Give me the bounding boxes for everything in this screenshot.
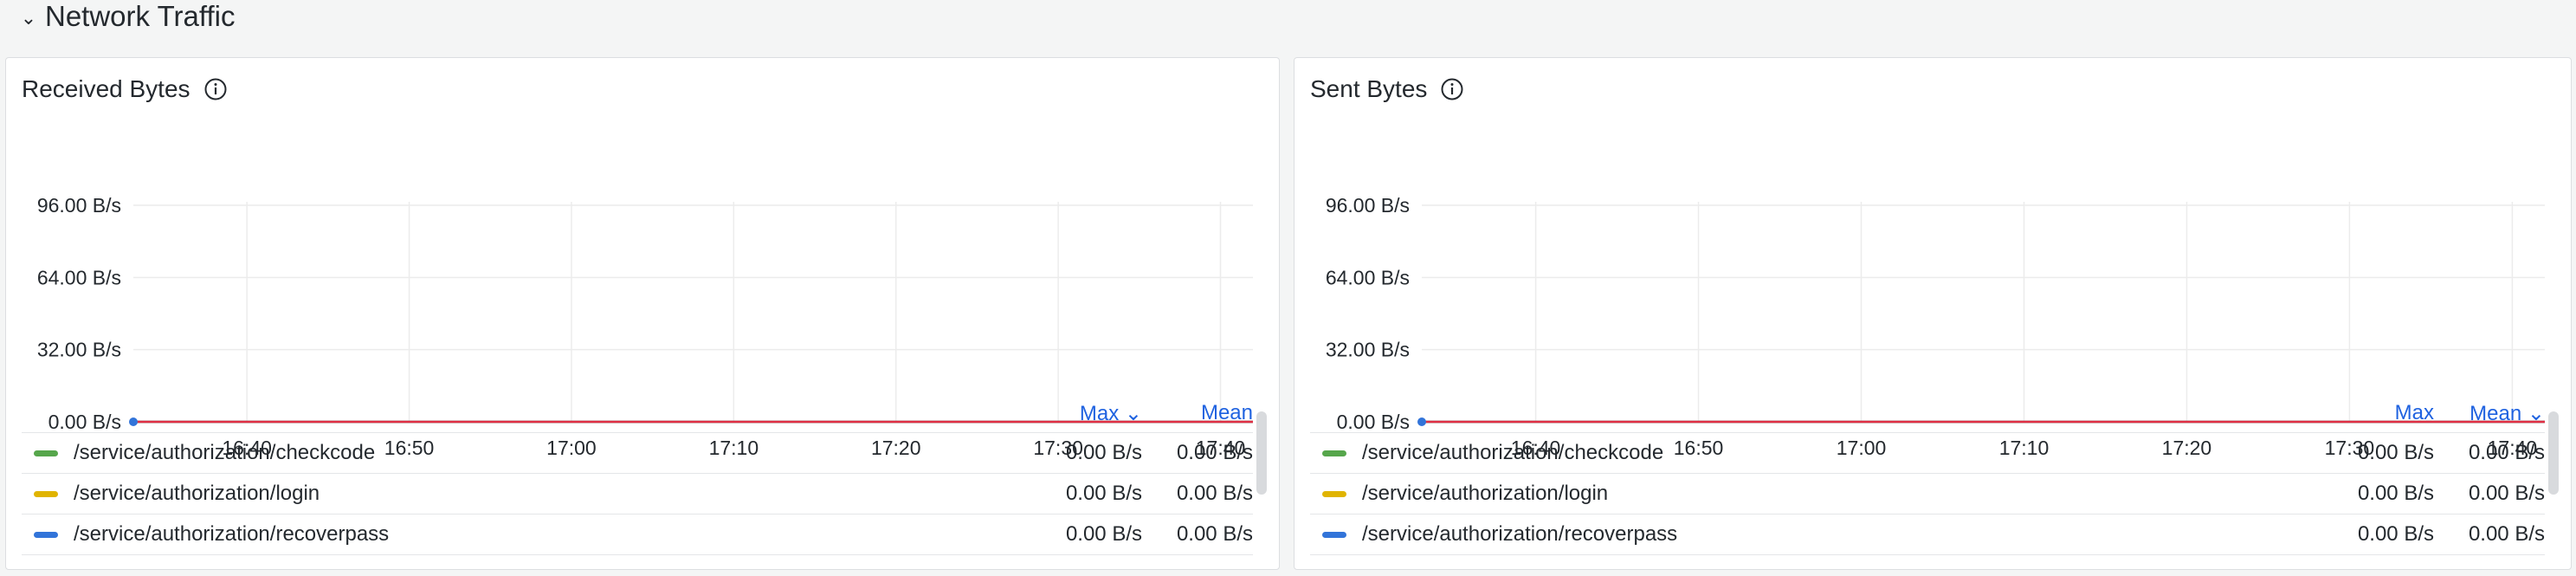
panel-title: Sent Bytes <box>1310 75 1428 102</box>
x-tick-label: 17:30 <box>1033 437 1083 459</box>
x-tick-label: 17:20 <box>2162 437 2212 459</box>
x-tick-label: 17:20 <box>871 437 921 459</box>
series-color-swatch <box>1322 450 1346 456</box>
chart-sent-bytes[interactable]: 0.00 B/s 32.00 B/s 64.00 B/s 96.00 B/s 16:40… <box>1294 127 2571 474</box>
y-tick-label: 96.00 B/s <box>37 194 121 217</box>
x-tick-label: 17:10 <box>1999 437 2050 459</box>
info-icon[interactable] <box>1439 76 1465 102</box>
legend-column-mean[interactable]: Mean <box>1200 401 1253 424</box>
y-tick-label: 0.00 B/s <box>48 411 121 433</box>
series-max: 0.00 B/s <box>1065 522 1142 546</box>
series-name: /service/authorization/recoverpass <box>74 522 390 546</box>
series-name: /service/authorization/recoverpass <box>1362 522 1678 546</box>
series-name: /service/authorization/login <box>74 482 320 505</box>
legend-item[interactable]: /service/authorization/checkcode 0.00 B/… <box>22 433 1253 474</box>
x-tick-label: 16:40 <box>1511 437 1561 459</box>
x-tick-label: 16:50 <box>1674 437 1724 459</box>
series-name: /service/authorization/login <box>1362 482 1609 505</box>
series-mean: 0.00 B/s <box>2468 522 2545 546</box>
legend: Max Mean ⌄ /service/authorization/checkc… <box>1310 394 2545 567</box>
y-tick-label: 32.00 B/s <box>37 339 121 361</box>
y-tick-label: 32.00 B/s <box>1326 339 1410 361</box>
legend-item[interactable]: /service/authorization/recoverpass 0.00 … <box>22 515 1253 555</box>
y-tick-label: 64.00 B/s <box>1326 266 1410 288</box>
series-color-swatch <box>34 450 58 456</box>
series-max: 0.00 B/s <box>1065 441 1142 464</box>
row-header-network-traffic[interactable]: ⌄ Network Traffic <box>19 0 236 33</box>
x-tick-label: 16:50 <box>384 437 435 459</box>
series-mean: 0.00 B/s <box>2468 441 2545 464</box>
x-tick-label: 17:40 <box>1196 437 1246 459</box>
series-max: 0.00 B/s <box>2357 482 2434 505</box>
series-mean: 0.00 B/s <box>1176 441 1253 464</box>
y-tick-label: 64.00 B/s <box>37 266 121 288</box>
series-max: 0.00 B/s <box>2357 441 2434 464</box>
chart-received-bytes[interactable]: 0.00 B/s 32.00 B/s 64.00 B/s 96.00 B/s 16:40… <box>6 127 1279 474</box>
series-name: /service/authorization/checkcode <box>1362 441 1664 464</box>
series-name: /service/authorization/checkcode <box>74 441 376 464</box>
legend-scrollbar[interactable] <box>2548 411 2559 495</box>
series-mean: 0.00 B/s <box>1176 482 1253 505</box>
legend-column-mean[interactable]: Mean ⌄ <box>2469 401 2545 425</box>
series-mean: 0.00 B/s <box>2468 482 2545 505</box>
chevron-down-icon: ⌄ <box>20 7 37 29</box>
legend-item[interactable]: /service/authorization/login 0.00 B/s 0.… <box>1310 474 2545 515</box>
panel-title: Received Bytes <box>22 75 190 102</box>
x-tick-label: 17:00 <box>546 437 597 459</box>
legend-column-max[interactable]: Max ⌄ <box>1079 401 1142 425</box>
series-point <box>1417 417 1426 426</box>
panel-sent-bytes: Sent Bytes 0.00 B/s 32.00 B/s 64.00 B/s 96.… <box>1294 57 2572 570</box>
series-point <box>129 417 138 426</box>
y-tick-label: 0.00 B/s <box>1337 411 1410 433</box>
series-color-swatch <box>34 531 58 538</box>
legend-item[interactable]: /service/authorization/checkcode 0.00 B/… <box>1310 433 2545 474</box>
legend-scrollbar[interactable] <box>1256 411 1267 495</box>
x-tick-label: 17:10 <box>709 437 759 459</box>
series-color-swatch <box>34 490 58 497</box>
series-color-swatch <box>1322 531 1346 538</box>
x-tick-label: 17:30 <box>2325 437 2375 459</box>
row-title: Network Traffic <box>45 0 236 32</box>
series-mean: 0.00 B/s <box>1176 522 1253 546</box>
series-color-swatch <box>1322 490 1346 497</box>
legend-column-max[interactable]: Max <box>2394 401 2434 424</box>
panel-received-bytes: Received Bytes 0.00 B/s 32.00 B/s 64.00 B/… <box>5 57 1280 570</box>
legend-item[interactable]: /service/authorization/login 0.00 B/s 0.… <box>22 474 1253 515</box>
x-tick-label: 16:40 <box>222 437 272 459</box>
legend: Max ⌄ Mean /service/authorization/checkc… <box>22 394 1253 567</box>
series-max: 0.00 B/s <box>1065 482 1142 505</box>
x-tick-label: 17:00 <box>1837 437 1887 459</box>
x-tick-label: 17:40 <box>2488 437 2538 459</box>
info-icon[interactable] <box>203 76 229 102</box>
series-max: 0.00 B/s <box>2357 522 2434 546</box>
y-tick-label: 96.00 B/s <box>1326 194 1410 217</box>
legend-item[interactable]: /service/authorization/recoverpass 0.00 … <box>1310 515 2545 555</box>
